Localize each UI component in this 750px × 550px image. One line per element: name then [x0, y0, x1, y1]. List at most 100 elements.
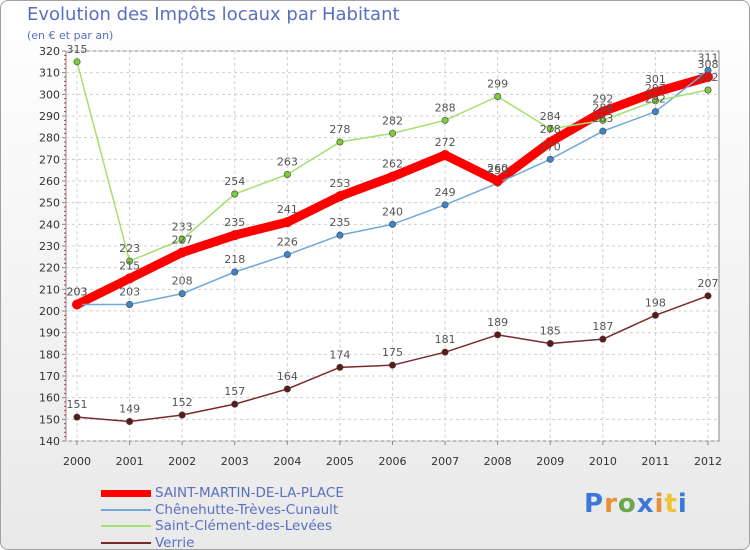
data-point	[336, 138, 344, 146]
y-tick-label: 160	[39, 392, 60, 405]
data-label: 292	[645, 93, 666, 106]
y-tick-label: 140	[39, 435, 60, 448]
x-tick-label: 2007	[431, 455, 459, 468]
y-tick-label: 190	[39, 327, 60, 340]
data-point	[651, 108, 659, 116]
data-label: 301	[645, 73, 666, 86]
data-point	[492, 176, 503, 186]
data-point	[229, 230, 240, 241]
data-label: 241	[277, 203, 298, 216]
data-point	[597, 106, 608, 117]
y-tick-label: 150	[39, 413, 60, 426]
x-tick-label: 2001	[116, 455, 144, 468]
data-point	[126, 257, 134, 265]
data-point	[704, 86, 712, 94]
data-label: 297	[645, 82, 666, 95]
data-label: 254	[224, 175, 245, 188]
x-tick-label: 2005	[326, 455, 354, 468]
data-point	[126, 417, 134, 425]
data-point	[388, 220, 396, 228]
data-point	[178, 411, 186, 419]
data-point	[494, 331, 502, 339]
data-label: 233	[172, 221, 193, 234]
x-tick-label: 2004	[273, 455, 301, 468]
y-tick-label: 320	[39, 45, 60, 58]
data-label: 149	[119, 403, 140, 416]
x-tick-label: 2002	[168, 455, 196, 468]
data-point	[599, 116, 607, 124]
legend-swatch	[101, 541, 151, 544]
data-label: 203	[119, 286, 140, 299]
data-point	[494, 93, 502, 101]
legend-swatch	[101, 489, 151, 497]
y-tick-label: 280	[39, 132, 60, 145]
y-tick-label: 180	[39, 348, 60, 361]
x-tick-label: 2010	[589, 455, 617, 468]
logo-letter: r	[604, 489, 618, 519]
proxiti-logo: Proxiti	[584, 489, 688, 519]
legend-label: SAINT-MARTIN-DE-LA-PLACE	[155, 485, 344, 501]
x-tick-label: 2012	[694, 455, 722, 468]
y-tick-label: 250	[39, 197, 60, 210]
data-label: 235	[329, 216, 350, 229]
logo-letter: P	[584, 489, 605, 519]
data-label: 152	[172, 396, 193, 409]
data-label: 187	[592, 320, 613, 333]
data-point	[441, 201, 449, 209]
x-tick-label: 2011	[641, 455, 669, 468]
data-label: 175	[382, 346, 403, 359]
x-tick-label: 2006	[379, 455, 407, 468]
data-label: 151	[67, 398, 88, 411]
data-point	[178, 236, 186, 244]
y-tick-label: 270	[39, 153, 60, 166]
data-label: 270	[540, 140, 561, 153]
y-tick-label: 310	[39, 67, 60, 80]
y-tick-label: 200	[39, 305, 60, 318]
data-point	[388, 129, 396, 137]
logo-letter: x	[636, 489, 655, 519]
data-point	[599, 127, 607, 135]
x-tick-label: 2000	[63, 455, 91, 468]
y-tick-label: 290	[39, 110, 60, 123]
data-label: 157	[224, 385, 245, 398]
legend-label: Saint-Clément-des-Levées	[155, 518, 332, 534]
data-point	[283, 385, 291, 393]
data-point	[231, 268, 239, 276]
y-tick-label: 300	[39, 88, 60, 101]
y-tick-label: 260	[39, 175, 60, 188]
data-point	[231, 190, 239, 198]
data-label: 189	[487, 316, 508, 329]
data-label: 282	[382, 114, 403, 127]
data-label: 235	[224, 216, 245, 229]
logo-letter: i	[654, 489, 665, 519]
data-label: 174	[329, 348, 350, 361]
data-label: 259	[487, 164, 508, 177]
data-label: 311	[698, 52, 719, 65]
data-label: 299	[487, 78, 508, 91]
data-label: 198	[645, 296, 666, 309]
legend-swatch	[101, 525, 151, 528]
data-label: 263	[277, 156, 298, 169]
data-point	[73, 58, 81, 66]
data-point	[336, 363, 344, 371]
data-label: 302	[698, 71, 719, 84]
data-label: 315	[67, 43, 88, 56]
data-label: 292	[592, 93, 613, 106]
data-point	[650, 87, 661, 98]
data-point	[126, 300, 134, 308]
data-label: 181	[435, 333, 456, 346]
logo-letter: o	[617, 489, 637, 519]
data-label: 283	[592, 112, 613, 125]
logo-letter: t	[664, 489, 678, 519]
data-label: 203	[67, 286, 88, 299]
data-point	[124, 273, 135, 284]
data-point	[441, 116, 449, 124]
chart-title: Evolution des Impôts locaux par Habitant	[27, 4, 400, 25]
x-tick-label: 2003	[221, 455, 249, 468]
legend-label: Chênehutte-Trèves-Cunault	[155, 501, 339, 518]
legend-label: Verrie	[155, 534, 195, 550]
data-point	[177, 247, 188, 258]
y-tick-label: 230	[39, 240, 60, 253]
